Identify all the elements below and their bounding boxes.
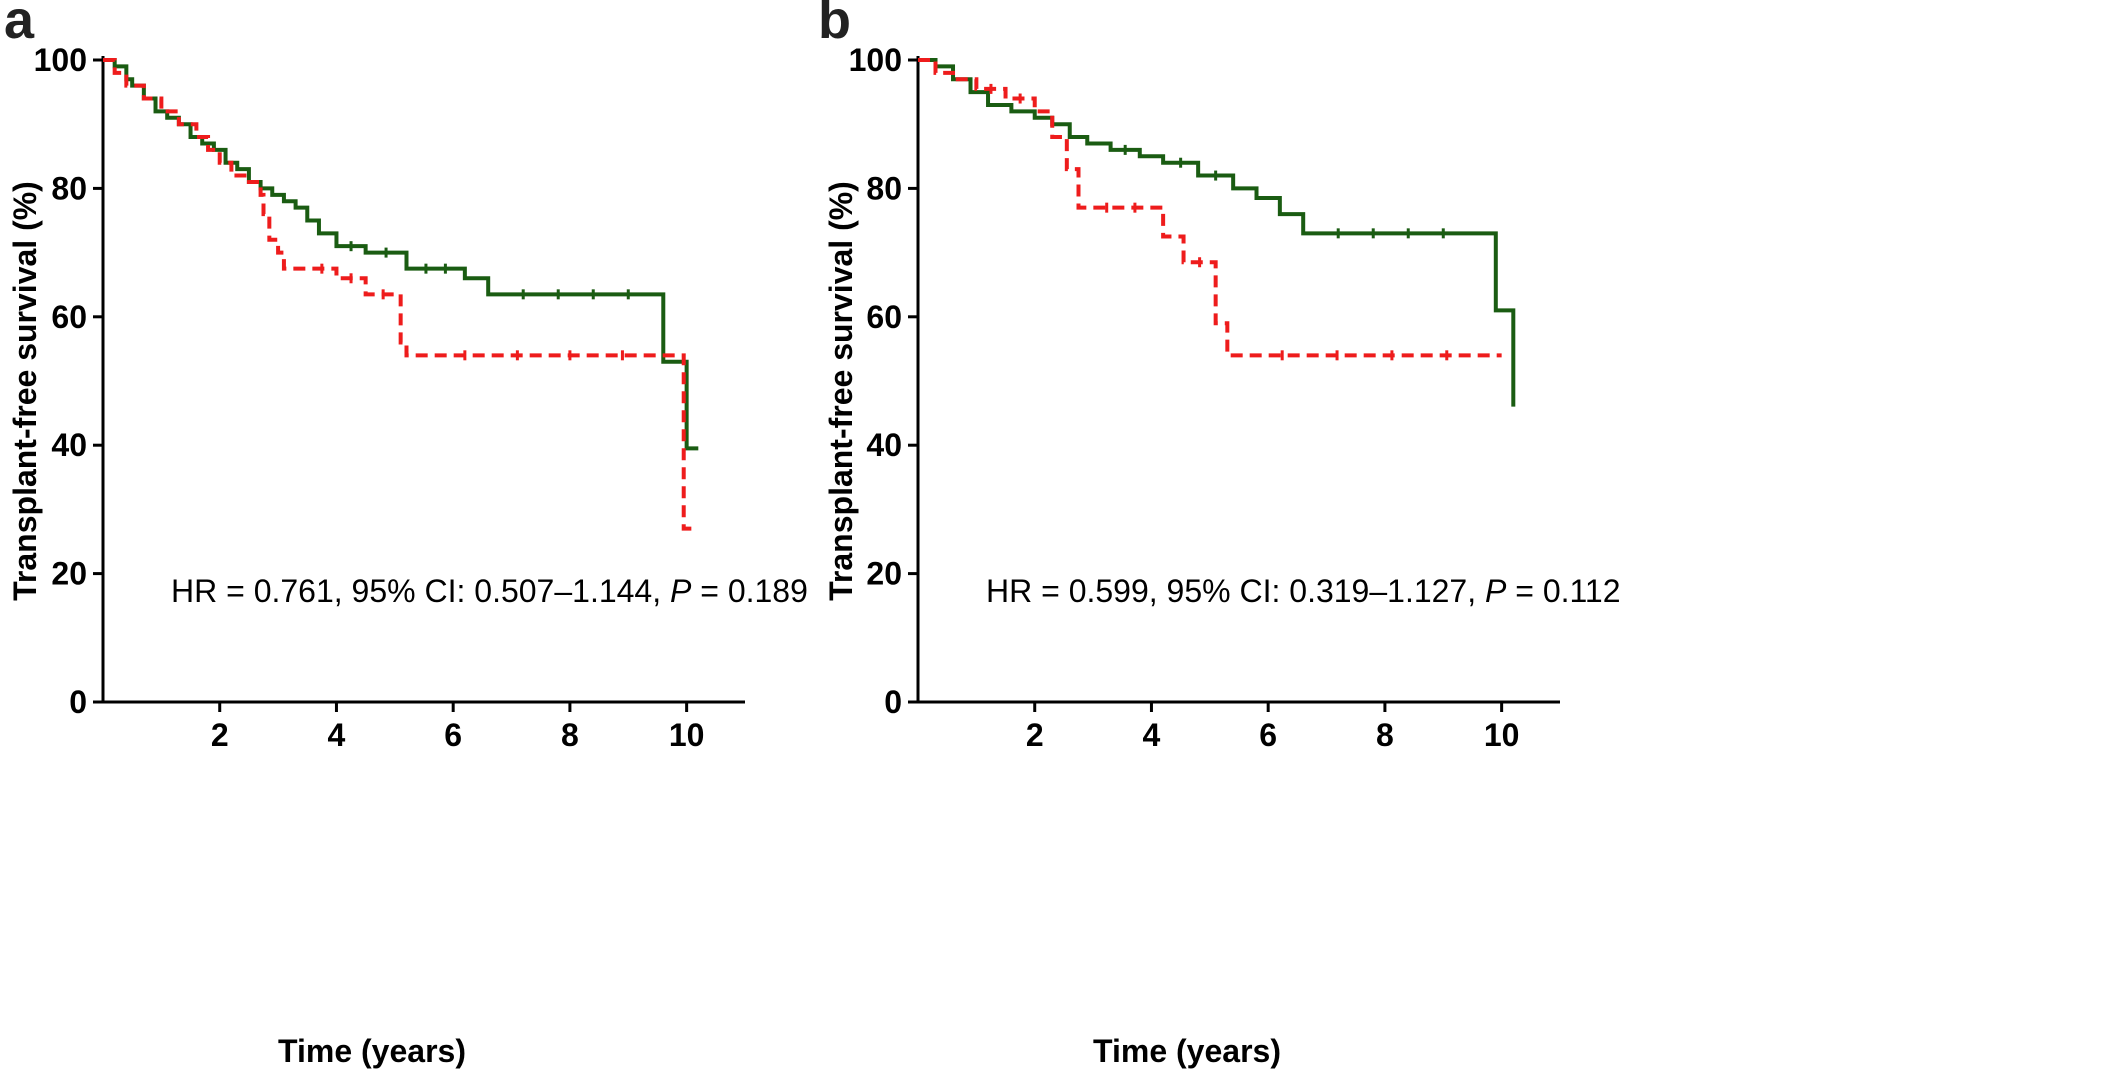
hr-ci-text: HR = 0.761, 95% CI: 0.507–1.144, (171, 573, 670, 609)
censor-marks (349, 241, 630, 300)
y-tick-label: 20 (866, 556, 902, 592)
panel-letter: b (818, 0, 851, 50)
x-tick-label: 10 (669, 717, 705, 753)
y-tick-label: 80 (51, 170, 87, 206)
x-tick-label: 2 (211, 717, 229, 753)
hazard-ratio-annotation: HR = 0.599, 95% CI: 0.319–1.127, P = 0.1… (986, 573, 1621, 609)
x-tick-label: 6 (1259, 717, 1277, 753)
y-tick-label: 80 (866, 170, 902, 206)
x-tick-label: 6 (444, 717, 462, 753)
y-tick-label: 60 (866, 299, 902, 335)
x-tick-label: 8 (1376, 717, 1394, 753)
x-axis-title: Time (years) (278, 1033, 466, 1069)
y-tick-label: 0 (884, 684, 902, 720)
y-tick-label: 20 (51, 556, 87, 592)
censor-marks (320, 263, 624, 361)
y-tick-label: 40 (866, 427, 902, 463)
y-tick-label: 100 (849, 42, 902, 78)
y-tick-label: 60 (51, 299, 87, 335)
y-axis-title: Transplant-free survival (%) (823, 181, 859, 601)
p-symbol: P (670, 573, 692, 609)
p-value-text: = 0.112 (1506, 573, 1620, 609)
solid-survival-curve (103, 58, 699, 451)
y-tick-label: 40 (51, 427, 87, 463)
p-value-text: = 0.189 (691, 573, 808, 609)
y-tick-label: 0 (69, 684, 87, 720)
x-tick-label: 2 (1026, 717, 1044, 753)
p-symbol: P (1485, 573, 1507, 609)
x-axis-title: Time (years) (1093, 1033, 1281, 1069)
censor-marks (1123, 144, 1445, 239)
censor-marks (989, 83, 1449, 361)
y-tick-label: 100 (34, 42, 87, 78)
x-tick-label: 8 (561, 717, 579, 753)
x-tick-label: 10 (1484, 717, 1520, 753)
dashed-survival-curve (918, 58, 1502, 358)
x-tick-label: 4 (1143, 717, 1161, 753)
panel-letter: a (4, 0, 35, 50)
hr-ci-text: HR = 0.599, 95% CI: 0.319–1.127, (986, 573, 1485, 609)
hazard-ratio-annotation: HR = 0.761, 95% CI: 0.507–1.144, P = 0.1… (171, 573, 808, 609)
solid-survival-curve (918, 58, 1516, 407)
panel-a: a 0 20 40 60 80 100 2 4 6 8 10 Time (years) Transplan… (4, 0, 808, 1069)
x-tick-label: 4 (328, 717, 346, 753)
dashed-survival-curve (103, 58, 693, 531)
y-axis-title: Transplant-free survival (%) (7, 181, 43, 601)
panel-b: b 0 20 40 60 80 100 2 4 6 8 10 Time (years) Transplan… (818, 0, 1621, 1069)
